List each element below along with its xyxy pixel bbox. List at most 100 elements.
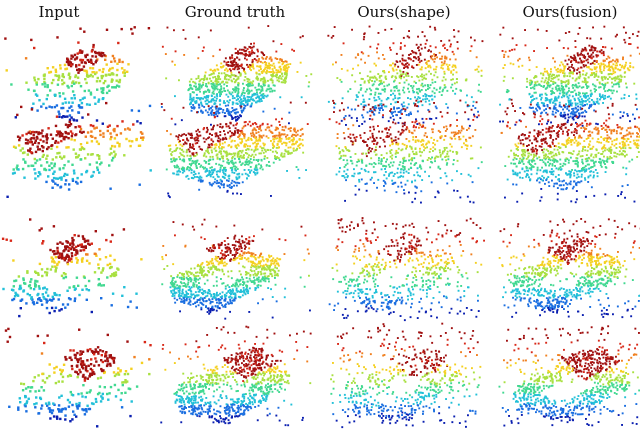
point: [79, 148, 81, 150]
point: [346, 159, 348, 161]
point: [392, 121, 394, 123]
point: [480, 147, 482, 149]
point: [264, 81, 266, 83]
point: [535, 92, 537, 94]
point: [171, 61, 173, 63]
point: [291, 49, 293, 51]
point: [542, 134, 544, 136]
point: [210, 83, 212, 85]
point: [237, 144, 239, 146]
point: [383, 104, 385, 106]
point: [256, 167, 258, 169]
point: [583, 64, 585, 66]
point: [415, 53, 417, 55]
point: [228, 125, 230, 127]
point: [75, 64, 77, 66]
point: [90, 74, 92, 76]
point: [622, 143, 624, 145]
point: [389, 126, 391, 128]
point: [446, 153, 448, 155]
point: [384, 141, 386, 143]
point: [255, 140, 257, 142]
point: [399, 164, 401, 166]
point: [77, 72, 79, 74]
point: [609, 69, 611, 71]
point: [274, 67, 276, 69]
point: [209, 170, 211, 172]
point: [220, 153, 222, 155]
point: [33, 134, 35, 136]
point: [121, 61, 123, 63]
point: [544, 81, 546, 83]
point: [233, 74, 235, 76]
point: [397, 66, 399, 68]
point: [198, 177, 200, 179]
point: [337, 137, 339, 139]
point: [416, 171, 418, 173]
point: [72, 90, 74, 92]
point: [369, 71, 371, 73]
point: [531, 81, 533, 83]
point: [381, 154, 383, 156]
point: [439, 52, 441, 54]
point: [121, 120, 123, 122]
point: [339, 123, 341, 125]
point: [231, 153, 233, 155]
point: [585, 196, 587, 198]
point: [223, 130, 225, 132]
point: [453, 132, 455, 134]
point: [260, 68, 262, 70]
point: [73, 83, 75, 85]
point: [273, 40, 275, 42]
point: [425, 67, 427, 69]
point: [397, 143, 399, 145]
point: [65, 124, 67, 126]
point: [371, 111, 373, 113]
point: [540, 73, 542, 75]
point: [587, 62, 589, 64]
point: [212, 158, 214, 160]
point: [570, 72, 572, 74]
point: [18, 144, 20, 146]
point: [59, 186, 61, 188]
point: [44, 85, 46, 87]
point: [400, 182, 402, 184]
point: [453, 190, 455, 192]
point: [419, 148, 421, 150]
point: [563, 163, 565, 165]
point: [99, 80, 101, 82]
point: [605, 129, 607, 131]
point: [57, 79, 59, 81]
point: [512, 183, 514, 185]
point: [205, 138, 207, 140]
point: [220, 91, 222, 93]
point: [216, 85, 218, 87]
point: [269, 130, 271, 132]
point: [454, 65, 456, 67]
point: [504, 76, 506, 78]
point: [444, 60, 446, 62]
point: [380, 137, 382, 139]
point: [414, 56, 416, 58]
point: [369, 163, 371, 165]
point: [103, 54, 105, 56]
point: [53, 177, 55, 179]
point: [255, 132, 257, 134]
point: [619, 69, 621, 71]
point: [183, 158, 185, 160]
point: [586, 123, 588, 125]
point: [382, 114, 384, 116]
point: [30, 39, 32, 41]
point: [225, 170, 227, 172]
point: [420, 75, 422, 77]
point: [447, 112, 449, 114]
point: [251, 61, 253, 63]
point: [588, 97, 590, 99]
point: [392, 63, 394, 65]
point: [412, 87, 414, 89]
point: [275, 69, 277, 71]
point: [268, 63, 270, 65]
point: [381, 168, 383, 170]
point: [405, 63, 407, 65]
point: [259, 125, 261, 127]
